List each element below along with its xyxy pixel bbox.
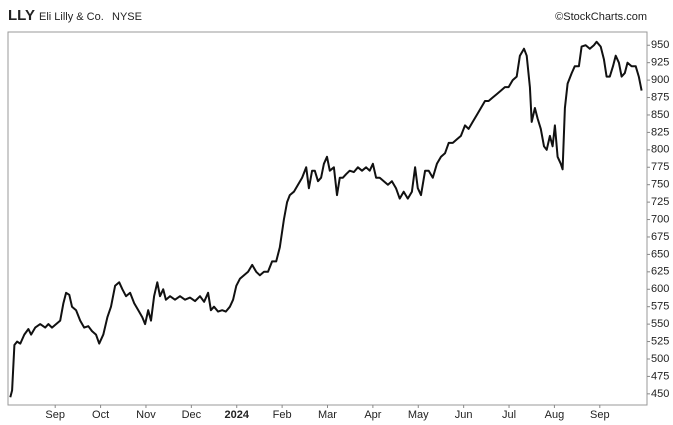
y-tick-label: 600	[651, 283, 669, 295]
x-tick-label: Sep	[590, 409, 610, 421]
y-tick-label: 750	[651, 179, 669, 191]
y-tick-label: 825	[651, 126, 669, 138]
y-tick-label: 475	[651, 370, 669, 382]
plot-frame	[7, 31, 648, 406]
x-tick-label: Dec	[182, 409, 202, 421]
y-tick-label: 700	[651, 213, 669, 225]
x-tick-label: Apr	[364, 409, 381, 421]
x-tick-label: Feb	[273, 409, 292, 421]
y-tick-label: 675	[651, 231, 669, 243]
y-tick-label: 625	[651, 266, 669, 278]
y-tick-label: 725	[651, 196, 669, 208]
y-tick-label: 650	[651, 248, 669, 260]
x-tick-label: 2024	[224, 409, 249, 421]
chart-title: Eli Lilly & Co.	[39, 11, 104, 23]
symbol: LLY	[8, 7, 35, 24]
x-tick-label: Jun	[455, 409, 473, 421]
x-tick-label: Jul	[502, 409, 516, 421]
y-tick-label: 500	[651, 353, 669, 365]
x-tick-label: Aug	[545, 409, 565, 421]
x-tick-label: Oct	[92, 409, 109, 421]
y-tick-label: 950	[651, 39, 669, 51]
y-tick-label: 900	[651, 74, 669, 86]
x-tick-label: Mar	[318, 409, 337, 421]
y-tick-label: 800	[651, 144, 669, 156]
y-tick-label: 450	[651, 388, 669, 400]
x-tick-label: Sep	[45, 409, 65, 421]
y-tick-label: 775	[651, 161, 669, 173]
x-tick-label: May	[408, 409, 429, 421]
y-tick-label: 850	[651, 109, 669, 121]
y-tick-label: 550	[651, 318, 669, 330]
source: ©StockCharts.com	[555, 11, 647, 23]
y-tick-label: 575	[651, 301, 669, 313]
y-tick-label: 925	[651, 57, 669, 69]
exchange: NYSE	[112, 11, 142, 23]
x-tick-label: Nov	[136, 409, 156, 421]
price-line	[9, 40, 643, 398]
y-tick-label: 875	[651, 91, 669, 103]
y-tick-label: 525	[651, 335, 669, 347]
